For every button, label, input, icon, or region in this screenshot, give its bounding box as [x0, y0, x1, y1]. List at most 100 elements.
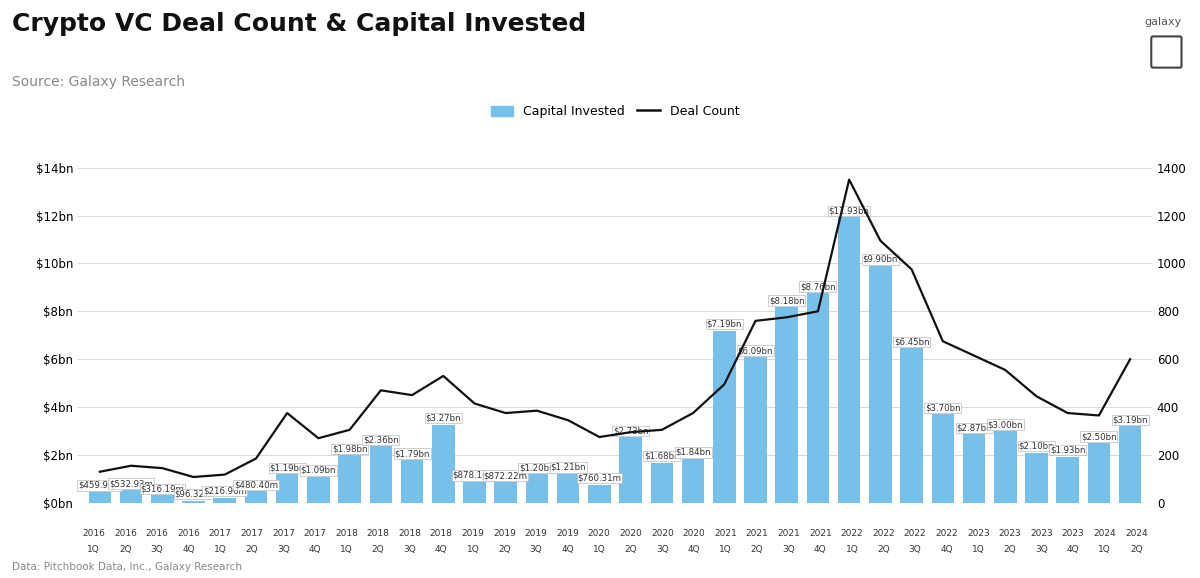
Text: 1Q: 1Q: [846, 545, 858, 554]
Text: 1Q: 1Q: [972, 545, 985, 554]
Text: 1Q: 1Q: [1098, 545, 1111, 554]
Bar: [588, 485, 611, 503]
Text: 2020: 2020: [619, 529, 642, 538]
Text: 2022: 2022: [872, 529, 895, 538]
Text: 2022: 2022: [904, 529, 926, 538]
Text: $11.93bn: $11.93bn: [829, 206, 870, 215]
Text: 1Q: 1Q: [719, 545, 732, 554]
Text: $1.21bn: $1.21bn: [551, 463, 586, 472]
Bar: [619, 438, 642, 503]
Text: 2019: 2019: [462, 529, 485, 538]
Text: $878.10m: $878.10m: [452, 471, 497, 480]
Text: Data: Pitchbook Data, Inc., Galaxy Research: Data: Pitchbook Data, Inc., Galaxy Resea…: [12, 562, 242, 572]
Text: 2019: 2019: [524, 529, 547, 538]
Text: $2.73bn: $2.73bn: [613, 427, 648, 436]
Text: 2018: 2018: [335, 529, 358, 538]
Text: 2021: 2021: [778, 529, 800, 538]
Text: 1Q: 1Q: [88, 545, 100, 554]
Text: $1.79bn: $1.79bn: [395, 449, 430, 458]
Text: 2017: 2017: [240, 529, 263, 538]
Text: 2020: 2020: [588, 529, 611, 538]
Text: 2021: 2021: [714, 529, 737, 538]
Bar: [1087, 443, 1110, 503]
Bar: [526, 474, 548, 503]
Text: 2019: 2019: [556, 529, 580, 538]
Text: $216.96m: $216.96m: [203, 487, 247, 496]
Text: 4Q: 4Q: [434, 545, 448, 554]
Text: 3Q: 3Q: [150, 545, 163, 554]
Text: 2017: 2017: [209, 529, 232, 538]
Bar: [838, 217, 860, 503]
Text: 2018: 2018: [367, 529, 390, 538]
Text: 2020: 2020: [683, 529, 706, 538]
Text: $1.98bn: $1.98bn: [332, 444, 367, 454]
Text: 2023: 2023: [1030, 529, 1052, 538]
Text: 1Q: 1Q: [467, 545, 479, 554]
Text: 2018: 2018: [430, 529, 452, 538]
Text: Crypto VC Deal Count & Capital Invested: Crypto VC Deal Count & Capital Invested: [12, 12, 587, 36]
Text: 2Q: 2Q: [1003, 545, 1016, 554]
Text: 2016: 2016: [83, 529, 106, 538]
Text: Source: Galaxy Research: Source: Galaxy Research: [12, 75, 185, 89]
Bar: [307, 477, 330, 503]
Bar: [806, 293, 829, 503]
Bar: [900, 349, 923, 503]
Text: $459.95m: $459.95m: [78, 481, 121, 490]
Text: $1.84bn: $1.84bn: [676, 448, 710, 457]
Text: 4Q: 4Q: [562, 545, 574, 554]
Text: 2023: 2023: [998, 529, 1021, 538]
Text: 4Q: 4Q: [814, 545, 827, 554]
Bar: [245, 491, 268, 503]
Text: 3Q: 3Q: [782, 545, 796, 554]
Bar: [338, 455, 361, 503]
FancyBboxPatch shape: [1151, 36, 1182, 68]
Text: 4Q: 4Q: [688, 545, 701, 554]
Legend: Capital Invested, Deal Count: Capital Invested, Deal Count: [486, 100, 744, 123]
Text: 2018: 2018: [398, 529, 421, 538]
Text: $1.09bn: $1.09bn: [301, 466, 336, 475]
Bar: [214, 498, 236, 503]
Text: $3.27bn: $3.27bn: [426, 414, 461, 423]
Text: $2.10bn: $2.10bn: [1019, 442, 1055, 451]
Text: 2017: 2017: [304, 529, 326, 538]
Bar: [494, 482, 517, 503]
Text: 2024: 2024: [1093, 529, 1116, 538]
Text: 2016: 2016: [145, 529, 168, 538]
Text: 3Q: 3Q: [656, 545, 668, 554]
Bar: [120, 490, 143, 503]
Bar: [775, 307, 798, 503]
Text: 2024: 2024: [1124, 529, 1147, 538]
Text: $3.70bn: $3.70bn: [925, 403, 961, 412]
Bar: [463, 482, 486, 503]
Text: $872.22m: $872.22m: [484, 471, 528, 480]
Bar: [931, 414, 954, 503]
Bar: [869, 266, 892, 503]
Text: $1.68bn: $1.68bn: [644, 452, 679, 461]
Text: 4Q: 4Q: [308, 545, 322, 554]
Text: 2Q: 2Q: [119, 545, 132, 554]
Text: $3.00bn: $3.00bn: [988, 420, 1024, 429]
Text: 2021: 2021: [745, 529, 768, 538]
Bar: [370, 446, 392, 503]
Text: $1.20bn: $1.20bn: [520, 463, 554, 472]
Text: 3Q: 3Q: [403, 545, 416, 554]
Bar: [401, 460, 424, 503]
Text: $2.36bn: $2.36bn: [364, 435, 398, 444]
Text: 2Q: 2Q: [877, 545, 890, 554]
Text: $6.09bn: $6.09bn: [738, 346, 773, 355]
Text: 4Q: 4Q: [941, 545, 953, 554]
Text: 3Q: 3Q: [277, 545, 289, 554]
Text: 2021: 2021: [809, 529, 832, 538]
Text: $3.19bn: $3.19bn: [1112, 416, 1148, 425]
Text: 2020: 2020: [652, 529, 673, 538]
Text: 2016: 2016: [178, 529, 200, 538]
Bar: [276, 475, 299, 503]
Text: 2023: 2023: [967, 529, 990, 538]
Bar: [962, 434, 985, 503]
Text: 3Q: 3Q: [908, 545, 922, 554]
Text: 2016: 2016: [114, 529, 137, 538]
Bar: [650, 462, 673, 503]
Bar: [1025, 453, 1048, 503]
Bar: [1056, 457, 1079, 503]
Bar: [557, 474, 580, 503]
